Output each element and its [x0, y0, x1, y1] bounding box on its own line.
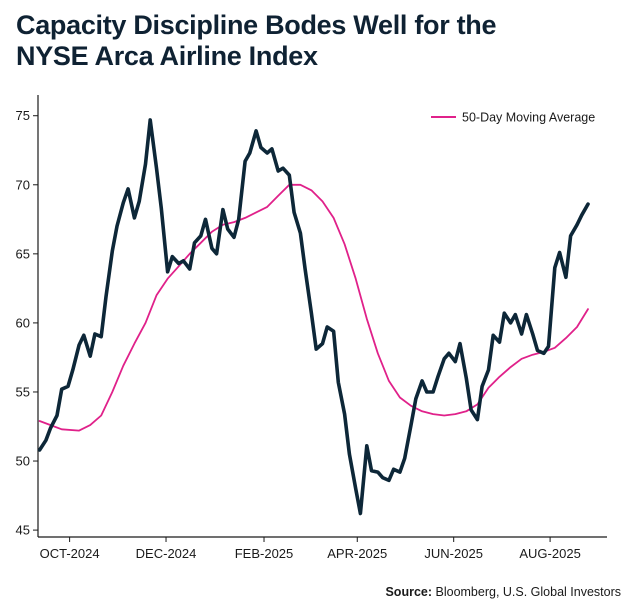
x-tick-label: APR-2025	[327, 546, 387, 561]
source-text: Bloomberg, U.S. Global Investors	[435, 585, 622, 599]
y-tick-label: 65	[16, 246, 30, 261]
chart-title-line-1: Capacity Discipline Bodes Well for the	[16, 10, 497, 40]
chart-title: Capacity Discipline Bodes Well for the N…	[16, 10, 616, 72]
series-airline-index-line	[37, 118, 590, 516]
y-tick-label: 70	[16, 177, 30, 192]
chart-series-layer	[37, 118, 590, 516]
x-tick-label: DEC-2024	[136, 546, 197, 561]
y-tick-label: 50	[16, 454, 30, 469]
y-tick-label: 55	[16, 384, 30, 399]
chart-legend: 50-Day Moving Average	[431, 111, 595, 125]
y-tick-label: 75	[16, 108, 30, 123]
source-note: Source: Bloomberg, U.S. Global Investors	[385, 585, 621, 599]
line-chart: 45 50 55 60 65 70 75 OCT-2024 DEC-2024 FEB-2025 AP…	[16, 95, 607, 561]
series-moving-average-line	[38, 183, 589, 432]
x-tick-label: OCT-2024	[40, 546, 100, 561]
x-tick-label: JUN-2025	[424, 546, 483, 561]
x-tick-label: FEB-2025	[235, 546, 294, 561]
legend-label-moving-average: 50-Day Moving Average	[462, 111, 595, 125]
chart-title-line-2: NYSE Arca Airline Index	[16, 41, 318, 71]
y-tick-label: 60	[16, 315, 30, 330]
source-label: Source:	[385, 585, 433, 599]
chart-axes: 45 50 55 60 65 70 75 OCT-2024 DEC-2024 FEB-2025 AP…	[16, 95, 607, 561]
y-tick-label: 45	[16, 523, 30, 538]
x-tick-label: AUG-2025	[519, 546, 580, 561]
